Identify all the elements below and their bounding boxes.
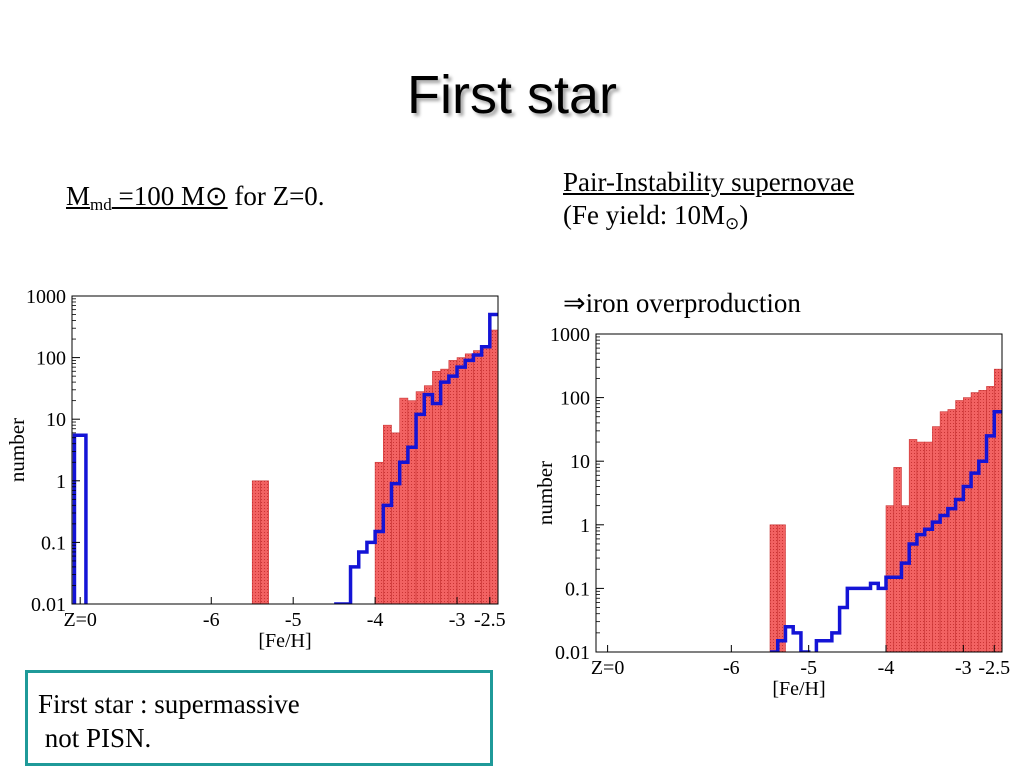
metallicity-note: for Z=0. <box>227 181 325 211</box>
y-tick-label: 0.01 <box>555 642 590 664</box>
y-tick-label: 1 <box>580 515 590 537</box>
histogram-bar <box>939 411 949 652</box>
x-tick-label: -6 <box>203 609 220 631</box>
plot-frame <box>71 295 499 605</box>
z0-model-bar <box>72 433 88 604</box>
model-step-line <box>770 409 1002 652</box>
x-tick-label: -3 <box>449 609 466 631</box>
histogram-bar <box>963 397 972 652</box>
x-tick-label: -2.5 <box>474 609 506 631</box>
histogram-bar <box>473 350 482 604</box>
histogram-bar <box>489 329 498 604</box>
pisn-heading: Pair-Instability supernovae <box>563 167 855 197</box>
histogram-bar <box>399 397 409 604</box>
x-axis-label: [Fe/H] <box>258 630 311 652</box>
iron-overproduction-line: ⇒iron overproduction <box>563 288 801 318</box>
y-tick-label: 0.01 <box>31 594 66 616</box>
x-tick-label: -6 <box>723 657 740 679</box>
x-tick-label: -4 <box>367 609 384 631</box>
histogram-bar <box>481 346 491 604</box>
histogram-bar <box>251 480 261 604</box>
y-tick-label: 1000 <box>550 324 590 346</box>
x-tick-label: -3 <box>955 657 972 679</box>
mass-symbol: Mmd =100 M⊙ <box>66 181 228 214</box>
y-tick-label: 10 <box>570 451 590 473</box>
histogram-bar <box>893 467 902 652</box>
histogram-chart-right: 0.01 0.1 1 10 100 1000 Z=0 -6 -5 -4 -3 -2.5 [Fe/H] nu… <box>533 324 1010 700</box>
plot-frame <box>595 333 1003 653</box>
y-axis-label: number <box>5 418 29 482</box>
model-step-line <box>334 312 498 604</box>
y-tick-label: 0.1 <box>565 578 590 600</box>
histogram-bar <box>391 432 400 604</box>
y-tick-label: 1 <box>56 471 66 493</box>
slide-title: First star <box>407 65 617 125</box>
histogram-bar <box>423 385 433 604</box>
x-tick-label: -5 <box>800 657 817 679</box>
plot-area <box>72 312 498 604</box>
left-caption: Mmd =100 M⊙ for Z=0. <box>66 180 325 213</box>
right-caption: Pair-Instability supernovae (Fe yield: 1… <box>563 166 854 232</box>
histogram-bar <box>955 400 964 652</box>
plot-area <box>769 368 1002 652</box>
x-tick-label: -2.5 <box>978 657 1010 679</box>
y-tick-label: 0.1 <box>41 532 66 554</box>
conclusion-box: First star : supermassive not PISN. <box>25 670 493 766</box>
fe-yield-line: (Fe yield: 10M⊙) <box>563 200 749 233</box>
y-tick-label: 100 <box>560 388 590 410</box>
histogram-bar <box>260 480 269 604</box>
y-tick-label: 10 <box>46 409 66 431</box>
x-tick-label: -4 <box>878 657 895 679</box>
histogram-bar <box>932 426 941 652</box>
y-tick-label: 1000 <box>26 286 66 308</box>
histogram-bar <box>448 360 458 604</box>
histogram-bar <box>970 392 980 652</box>
histogram-bar <box>432 370 441 604</box>
histogram-chart-left: 0.01 0.1 1 10 100 1000 Z=0 -6 -5 -4 -3 -2.5 [Fe/H] nu… <box>5 286 506 652</box>
y-axis-label: number <box>533 461 557 525</box>
x-tick-label: Z=0 <box>591 657 625 679</box>
histogram-bar <box>924 441 933 652</box>
histogram-bar <box>947 409 956 652</box>
x-tick-label: -5 <box>285 609 302 631</box>
x-tick-label: Z=0 <box>63 609 97 631</box>
histogram-bar <box>978 390 987 652</box>
x-axis-label: [Fe/H] <box>772 678 825 700</box>
histogram-bar <box>916 441 925 652</box>
histogram-bar <box>777 524 786 652</box>
histogram-bar <box>769 524 779 652</box>
histogram-bar <box>456 357 466 604</box>
y-tick-label: 100 <box>36 348 66 370</box>
histogram-bar <box>464 353 474 604</box>
